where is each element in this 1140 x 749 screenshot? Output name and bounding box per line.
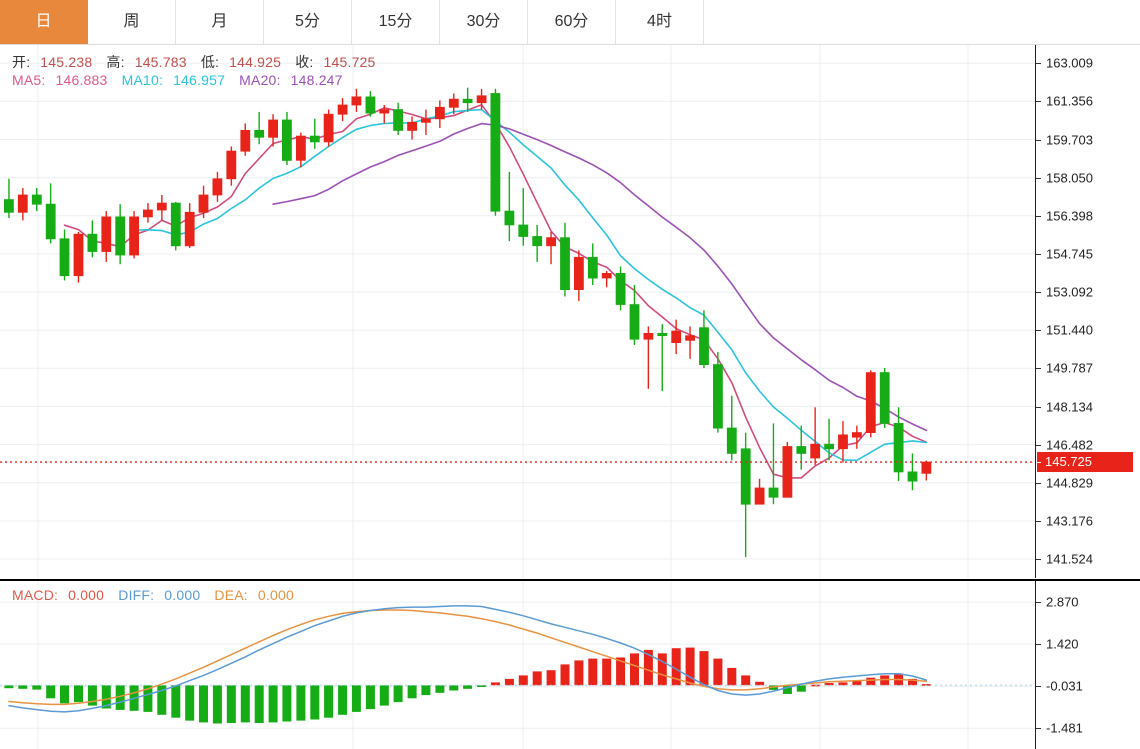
price-axis-tick: [1036, 520, 1041, 522]
macd-axis-label: -0.031: [1046, 678, 1083, 694]
price-axis-tick: [1036, 444, 1041, 446]
candlestick-plot[interactable]: [0, 45, 1035, 578]
macd-axis-tick: [1036, 686, 1041, 688]
dea-label: DEA:: [214, 587, 248, 603]
macd-axis-tick: [1036, 728, 1041, 730]
macd-pane[interactable]: MACD: 0.000 DIFF: 0.000 DEA: 0.000 2.870 1.4…: [0, 579, 1140, 749]
price-axis-label: 163.009: [1046, 55, 1093, 71]
tab-30min[interactable]: 30分: [440, 0, 528, 44]
price-axis-tick: [1036, 177, 1041, 179]
price-axis-tick: [1036, 101, 1041, 103]
price-axis-tick: [1036, 139, 1041, 141]
price-axis-label: 156.398: [1046, 208, 1093, 224]
dea-value: 0.000: [257, 587, 294, 603]
macd-axis-label: -1.481: [1046, 720, 1083, 736]
price-axis-tick: [1036, 330, 1041, 332]
tab-15min[interactable]: 15分: [352, 0, 440, 44]
close-value: 145.725: [323, 54, 376, 70]
tabbar-filler: [704, 0, 1140, 44]
tab-4hour[interactable]: 4时: [616, 0, 704, 44]
tab-60min[interactable]: 60分: [528, 0, 616, 44]
macd-label: MACD:: [12, 587, 59, 603]
tab-week[interactable]: 周: [88, 0, 176, 44]
candlestick-svg: [0, 45, 1035, 578]
price-axis-label: 146.482: [1046, 437, 1093, 453]
high-label: 高:: [106, 54, 125, 70]
price-axis-label: 161.356: [1046, 93, 1093, 109]
candlestick-pane[interactable]: 开: 145.238 高: 145.783 低: 144.925 收: 145.725 …: [0, 45, 1140, 578]
price-axis-tick: [1036, 292, 1041, 294]
macd-axis-label: 2.870: [1046, 594, 1079, 610]
ma20-label: MA20:: [239, 72, 281, 88]
price-axis-label: 144.829: [1046, 475, 1093, 491]
price-axis[interactable]: 163.009 161.356 159.703 158.050 156.398 154.7…: [1035, 45, 1140, 578]
current-price-tick: [1036, 462, 1041, 464]
low-value: 144.925: [229, 54, 282, 70]
price-axis-tick: [1036, 253, 1041, 255]
price-axis-label: 153.092: [1046, 284, 1093, 300]
price-axis-tick: [1036, 63, 1041, 65]
price-axis-label: 154.745: [1046, 246, 1093, 262]
period-tabbar: 日 周 月 5分 15分 30分 60分 4时: [0, 0, 1140, 45]
price-axis-label: 151.440: [1046, 322, 1093, 338]
price-axis-tick: [1036, 482, 1041, 484]
ma-legend: MA5: 146.883 MA10: 146.957 MA20: 148.247: [12, 72, 353, 88]
open-value: 145.238: [40, 54, 93, 70]
diff-value: 0.000: [164, 587, 201, 603]
price-axis-label: 141.524: [1046, 551, 1093, 567]
macd-legend: MACD: 0.000 DIFF: 0.000 DEA: 0.000: [12, 587, 304, 603]
macd-axis-tick: [1036, 644, 1041, 646]
price-axis-label: 148.134: [1046, 399, 1093, 414]
ohlc-legend: 开: 145.238 高: 145.783 低: 144.925 收: 145.725: [12, 52, 386, 72]
price-axis-label: 158.050: [1046, 170, 1093, 186]
macd-axis-tick: [1036, 602, 1041, 604]
ma5-label: MA5:: [12, 72, 46, 88]
macd-axis[interactable]: 2.870 1.420 -0.031 -1.481: [1035, 581, 1140, 749]
price-axis-label: 143.176: [1046, 513, 1093, 529]
ma20-value: 148.247: [290, 72, 343, 88]
price-axis-tick: [1036, 406, 1041, 408]
macd-axis-label: 1.420: [1046, 636, 1079, 652]
tab-day[interactable]: 日: [0, 0, 88, 44]
ma5-value: 146.883: [55, 72, 108, 88]
price-axis-label: 149.787: [1046, 360, 1093, 376]
ma10-label: MA10:: [121, 72, 164, 88]
price-axis-tick: [1036, 215, 1041, 217]
diff-label: DIFF:: [118, 587, 155, 603]
current-price-badge: 145.725: [1037, 452, 1133, 473]
high-value: 145.783: [134, 54, 187, 70]
price-axis-label: 159.703: [1046, 132, 1093, 147]
tab-month[interactable]: 月: [176, 0, 264, 44]
tab-5min[interactable]: 5分: [264, 0, 352, 44]
price-axis-tick: [1036, 559, 1041, 560]
close-label: 收:: [295, 54, 314, 70]
macd-svg: [0, 581, 1035, 749]
macd-value: 0.000: [68, 587, 105, 603]
low-label: 低:: [200, 54, 220, 70]
open-label: 开:: [12, 54, 31, 70]
macd-plot[interactable]: [0, 581, 1035, 749]
ma10-value: 146.957: [173, 72, 226, 88]
price-axis-tick: [1036, 368, 1041, 370]
